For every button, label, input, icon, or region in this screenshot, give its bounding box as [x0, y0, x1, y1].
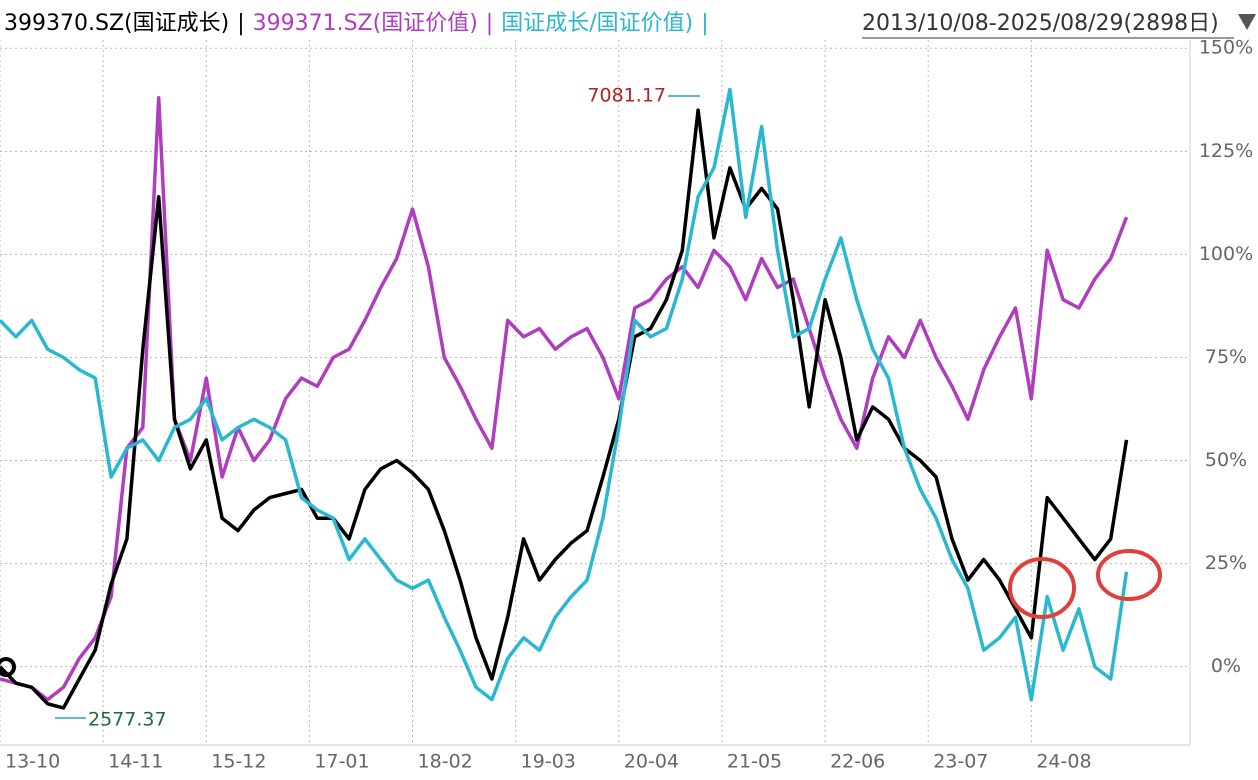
highlight-circle — [1008, 557, 1076, 619]
series-line — [0, 108, 1129, 710]
annotations: 7081.17 2577.37 — [55, 85, 700, 731]
highlight-circle — [1096, 549, 1162, 601]
y-tick-label: 75% — [1205, 346, 1247, 368]
dropdown-arrow[interactable] — [1238, 14, 1256, 30]
legend-entry: 399371.SZ(国证价值) — [253, 11, 478, 36]
lines — [0, 87, 1129, 710]
y-tick-label: 100% — [1199, 243, 1253, 265]
y-tick-label: 150% — [1199, 37, 1253, 59]
y-tick-label: 0% — [1211, 655, 1241, 677]
x-tick-label: 13-10 — [5, 751, 60, 773]
legend-separator: | — [701, 11, 708, 36]
annotation: 2577.37 — [88, 709, 167, 731]
x-tick-label: 22-06 — [830, 751, 885, 773]
range-label: 2013/10/08-2025/08/29(2898日) — [862, 11, 1219, 36]
x-tick-label: 19-03 — [521, 751, 576, 773]
x-tick-label: 14-11 — [108, 751, 163, 773]
legend-entry: 国证成长/国证价值) — [501, 11, 693, 36]
x-tick-label: 21-05 — [727, 751, 782, 773]
legend-entry: 399370.SZ(国证成长) — [4, 11, 229, 36]
y-tick-label: 25% — [1205, 552, 1247, 574]
y-tick-label: 125% — [1199, 140, 1253, 162]
grid: 0% 25% 50% 75% 100% 125% 150% 13-10 14-11 15-12 17… — [0, 37, 1253, 773]
x-tick-label: 23-07 — [933, 751, 988, 773]
header: 399370.SZ(国证成长) | 399371.SZ(国证价值) | 国证成长/国证价… — [4, 11, 709, 36]
x-tick-label: 20-04 — [624, 751, 679, 773]
legend-separator: | — [237, 11, 244, 36]
x-tick-label: 15-12 — [211, 751, 266, 773]
x-tick-label: 17-01 — [314, 751, 369, 773]
legend-separator: | — [486, 11, 493, 36]
x-tick-label: 18-02 — [418, 751, 473, 773]
x-tick-label: 24-08 — [1036, 751, 1091, 773]
series-line — [0, 95, 1129, 702]
annotation: 7081.17 — [587, 85, 666, 107]
start-marker — [0, 657, 16, 677]
y-tick-label: 50% — [1205, 449, 1247, 471]
series-line — [0, 87, 1129, 702]
